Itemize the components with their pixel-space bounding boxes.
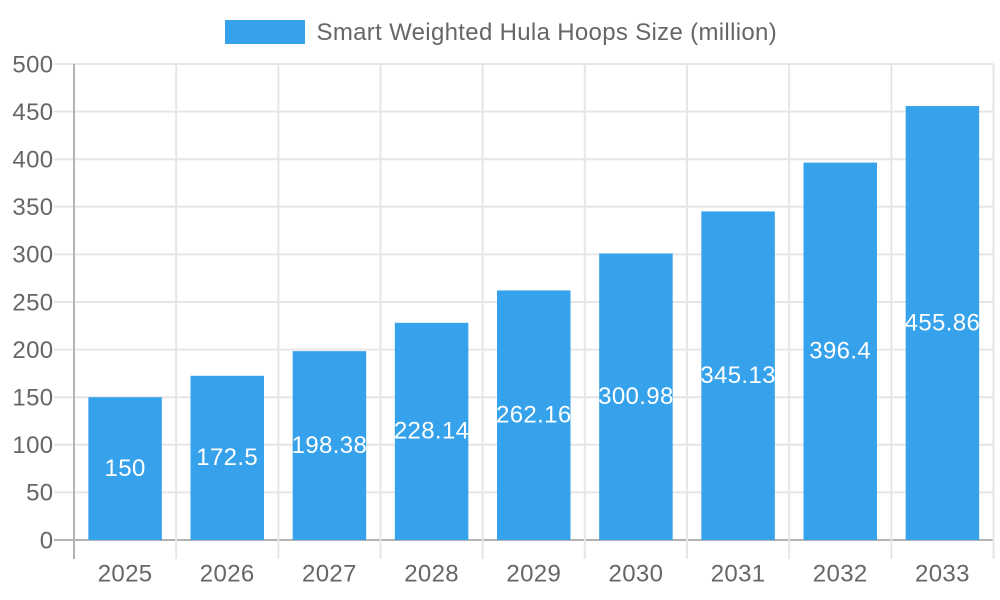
svg-text:200: 200 (12, 337, 53, 364)
svg-text:262.16: 262.16 (496, 402, 572, 429)
svg-text:250: 250 (12, 289, 53, 316)
svg-text:228.14: 228.14 (394, 418, 470, 445)
svg-text:455.86: 455.86 (905, 309, 981, 336)
svg-text:2029: 2029 (506, 561, 561, 588)
svg-text:2033: 2033 (915, 561, 970, 588)
svg-text:198.38: 198.38 (292, 432, 368, 459)
svg-text:150: 150 (12, 385, 53, 412)
svg-text:350: 350 (12, 194, 53, 221)
svg-text:2028: 2028 (404, 561, 459, 588)
svg-text:396.4: 396.4 (809, 338, 871, 365)
svg-text:345.13: 345.13 (700, 362, 776, 389)
svg-text:100: 100 (12, 432, 53, 459)
svg-text:50: 50 (26, 480, 53, 507)
svg-text:2026: 2026 (200, 561, 255, 588)
svg-text:2025: 2025 (98, 561, 153, 588)
svg-text:2032: 2032 (813, 561, 868, 588)
svg-text:300: 300 (12, 242, 53, 269)
svg-text:Smart Weighted Hula Hoops Size: Smart Weighted Hula Hoops Size (million) (317, 19, 778, 46)
svg-text:500: 500 (12, 51, 53, 78)
svg-text:0: 0 (40, 527, 54, 554)
svg-text:300.98: 300.98 (598, 383, 674, 410)
svg-text:450: 450 (12, 99, 53, 126)
svg-text:2030: 2030 (609, 561, 664, 588)
svg-text:172.5: 172.5 (196, 444, 258, 471)
svg-text:2027: 2027 (302, 561, 357, 588)
svg-text:2031: 2031 (711, 561, 766, 588)
svg-text:400: 400 (12, 147, 53, 174)
svg-text:150: 150 (105, 455, 146, 482)
